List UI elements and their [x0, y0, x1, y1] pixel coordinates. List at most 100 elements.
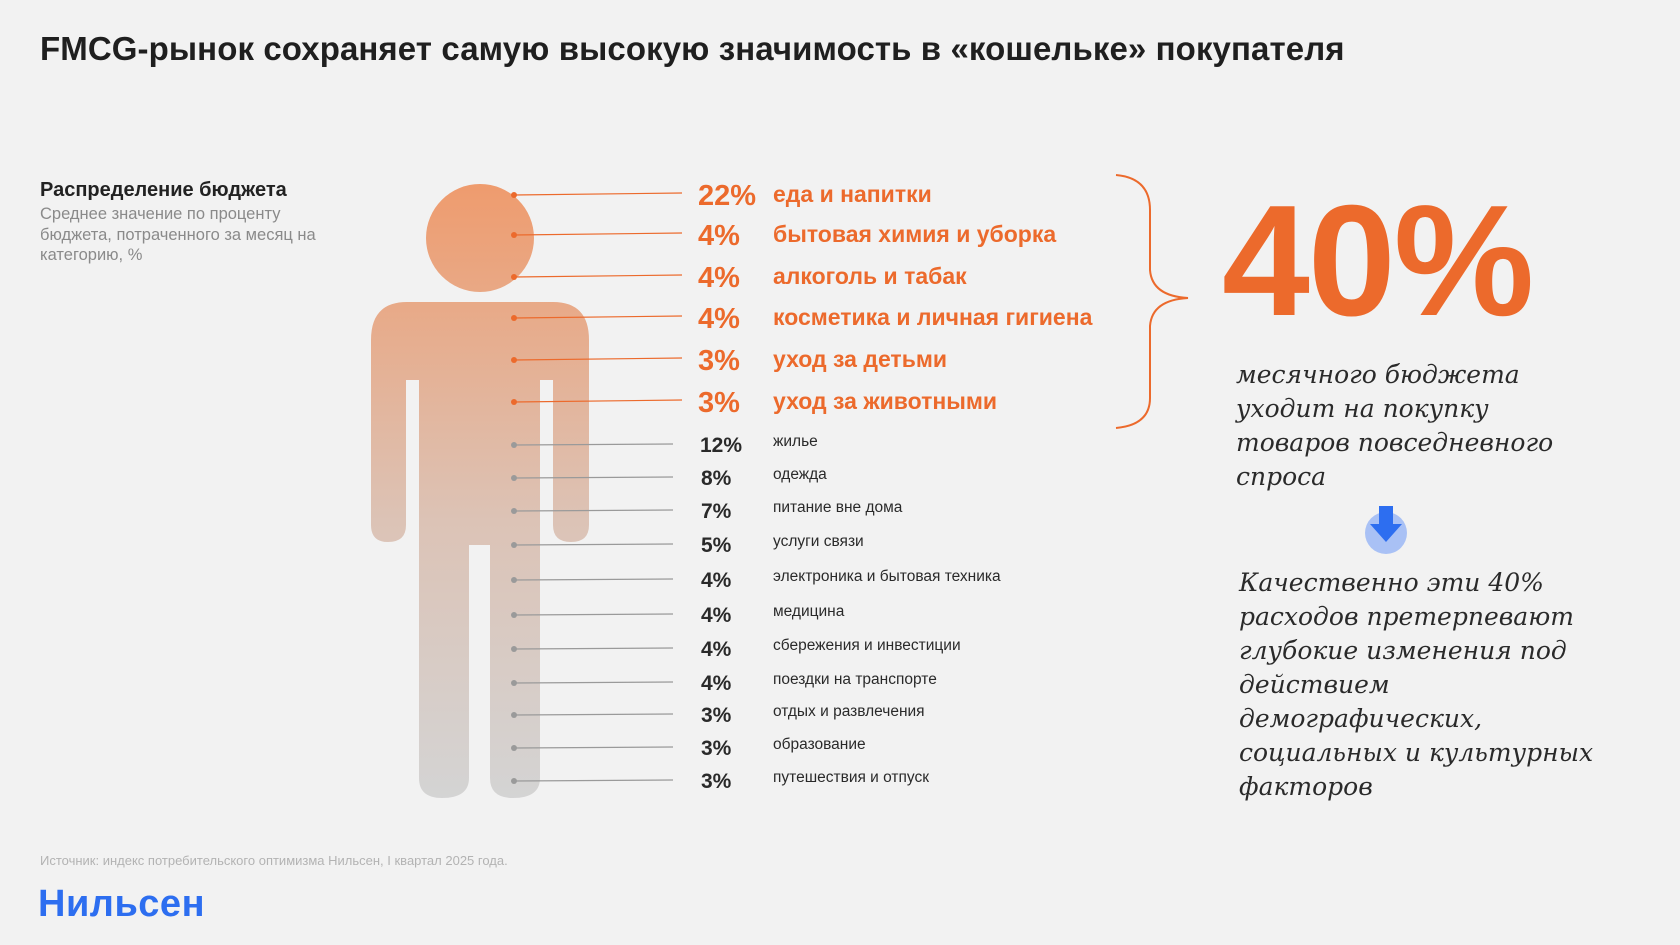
category-label: путешествия и отпуск: [773, 769, 930, 786]
category-value: 4%: [701, 672, 732, 695]
category-value: 4%: [698, 220, 740, 252]
category-label: еда и напитки: [773, 181, 932, 207]
page-title: FMCG-рынок сохраняет самую высокую значи…: [40, 30, 1345, 67]
fmcg-share-caption: месячного бюджета уходит на покупку това…: [1236, 360, 1554, 491]
leader-line: [513, 543, 674, 546]
leader-dot: [511, 508, 517, 514]
category-value: 12%: [700, 434, 743, 457]
category-value: 3%: [701, 704, 732, 727]
leader-dot: [511, 232, 517, 238]
category-label: бытовая химия и уборка: [773, 221, 1057, 247]
leader-dot: [511, 646, 517, 652]
leader-dot: [511, 712, 517, 718]
category-row: 4% бытовая химия и уборка: [698, 220, 1128, 252]
category-value: 4%: [701, 638, 732, 661]
category-label: одежда: [773, 466, 827, 483]
category-value: 5%: [701, 534, 732, 557]
category-row: 8% одежда: [698, 466, 1128, 490]
category-value: 3%: [698, 345, 740, 377]
leader-line: [513, 509, 674, 512]
category-value: 4%: [698, 262, 740, 294]
category-label: питание вне дома: [773, 499, 903, 516]
category-row: 4% сбережения и инвестиции: [698, 637, 1128, 661]
fmcg-change-note: Качественно эти 40% расходов претерпеваю…: [1239, 568, 1594, 801]
leader-line: [513, 713, 674, 716]
category-row: 3% путешествия и отпуск: [698, 769, 1128, 793]
leader-line: [513, 746, 674, 749]
leader-line: [513, 399, 683, 403]
category-row: 12% жилье: [698, 433, 1128, 457]
category-row: 3% отдых и развлечения: [698, 703, 1128, 727]
leader-line: [513, 681, 674, 684]
leader-line: [513, 315, 683, 319]
person-silhouette: [371, 184, 589, 798]
person-body: [371, 302, 589, 798]
leader-dot: [511, 778, 517, 784]
source-note: Источник: индекс потребительского оптими…: [40, 853, 508, 868]
category-value: 4%: [701, 604, 732, 627]
leader-line: [513, 192, 683, 196]
category-row: 3% образование: [698, 736, 1128, 760]
leader-line: [513, 476, 674, 479]
category-row: 4% медицина: [698, 603, 1128, 627]
category-label: услуги связи: [773, 533, 864, 550]
person-head: [426, 184, 534, 292]
category-row: 3% уход за животными: [698, 387, 1128, 419]
category-label: образование: [773, 736, 866, 753]
fmcg-brace: [1115, 174, 1189, 429]
leader-dot: [511, 542, 517, 548]
category-row: 4% поездки на транспорте: [698, 671, 1128, 695]
leader-line: [513, 779, 674, 782]
category-label: сбережения и инвестиции: [773, 637, 961, 654]
fmcg-share-value: 40%: [1222, 173, 1534, 349]
leader-dot: [511, 357, 517, 363]
leader-dot: [511, 192, 517, 198]
legend-title: Распределение бюджета: [40, 179, 287, 201]
leader-line: [513, 647, 674, 650]
category-row: 4% косметика и личная гигиена: [698, 303, 1128, 335]
leader-dot: [511, 745, 517, 751]
leader-dot: [511, 315, 517, 321]
category-value: 4%: [698, 303, 740, 335]
category-row: 4% электроника и бытовая техника: [698, 568, 1128, 592]
leader-dot: [511, 475, 517, 481]
leader-line: [513, 232, 683, 236]
category-label: уход за животными: [773, 388, 998, 414]
category-label: уход за детьми: [773, 346, 947, 372]
category-row: 7% питание вне дома: [698, 499, 1128, 523]
category-label: электроника и бытовая техника: [773, 568, 1001, 585]
leader-dot: [511, 399, 517, 405]
category-label: поездки на транспорте: [773, 671, 937, 688]
category-label: алкоголь и табак: [773, 263, 967, 289]
category-label: косметика и личная гигиена: [773, 304, 1093, 330]
category-row: 3% уход за детьми: [698, 345, 1128, 377]
category-value: 8%: [701, 467, 732, 490]
category-row: 4% алкоголь и табак: [698, 262, 1128, 294]
leader-dot: [511, 442, 517, 448]
leader-line: [513, 578, 674, 581]
category-value: 4%: [701, 569, 732, 592]
leader-lines: [511, 192, 683, 784]
category-value: 3%: [701, 737, 732, 760]
category-label: отдых и развлечения: [773, 703, 925, 720]
leader-line: [513, 443, 674, 446]
category-value: 22%: [698, 180, 757, 212]
legend-block: Распределение бюджета Среднее значение п…: [40, 178, 320, 266]
brand-logo: Нильсен: [38, 883, 206, 925]
leader-line: [513, 357, 683, 361]
category-label: жилье: [773, 433, 818, 450]
leader-line: [513, 274, 683, 278]
category-label: медицина: [773, 603, 845, 620]
leader-dot: [511, 274, 517, 280]
leader-dot: [511, 680, 517, 686]
category-value: 3%: [698, 387, 740, 419]
arrow-down-icon: [1364, 506, 1410, 563]
category-value: 7%: [701, 500, 732, 523]
category-value: 3%: [701, 770, 732, 793]
leader-dot: [511, 612, 517, 618]
category-row: 5% услуги связи: [698, 533, 1128, 557]
legend-subtitle: Среднее значение по проценту бюджета, по…: [40, 205, 316, 264]
leader-line: [513, 613, 674, 616]
leader-dot: [511, 577, 517, 583]
